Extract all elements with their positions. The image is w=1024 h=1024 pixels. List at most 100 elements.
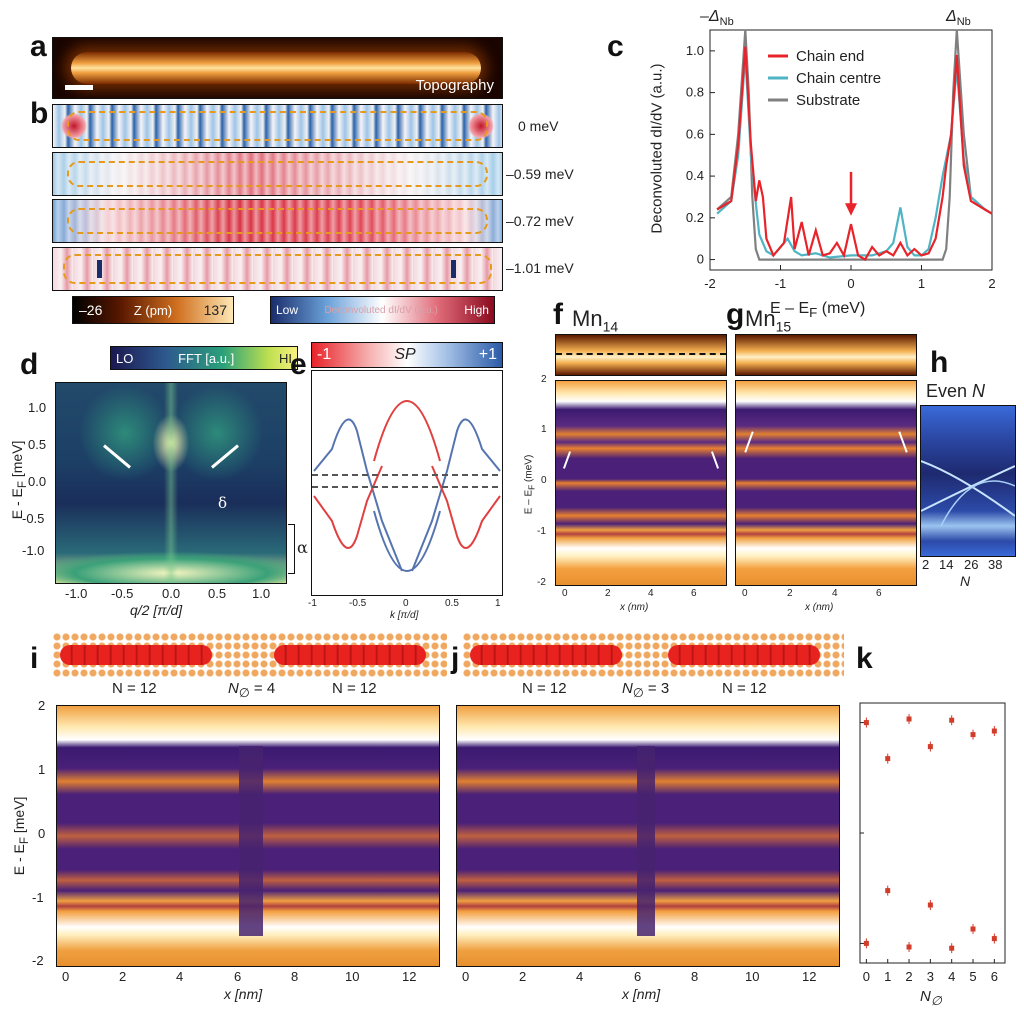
- didv-map-059mev: [52, 152, 503, 196]
- f-ytick-1: 1: [541, 424, 547, 435]
- chart-c-legend-label: Chain end: [796, 48, 864, 65]
- i-xtick-0: 0: [62, 969, 70, 984]
- chart-k-frame: [859, 702, 1006, 964]
- f-topography: [555, 334, 727, 376]
- h-xlabel: N: [960, 573, 971, 589]
- panel-label-j: j: [451, 642, 460, 675]
- h-mode-2: [921, 465, 1015, 512]
- chart-c-legend-label: Substrate: [796, 92, 860, 109]
- f-title-sub: 14: [602, 318, 619, 335]
- panel-label-g: g: [726, 298, 745, 331]
- i-ylabel: E - EF [meV]: [11, 781, 31, 891]
- d-ylabel-unit: [meV]: [9, 440, 26, 482]
- j-atom-chain: [462, 632, 844, 678]
- j-xtick-6: 12: [802, 969, 817, 984]
- band-red-center: [373, 400, 441, 462]
- i-n-right: N = 12: [332, 680, 377, 697]
- band-blue-center: [373, 510, 441, 572]
- d-xtick-2: 0.0: [162, 586, 181, 601]
- gap-minus-label: –ΔNb: [700, 8, 734, 28]
- fft-label: FFT [a.u.]: [178, 350, 235, 366]
- chart-k-xtick-label: 0: [863, 969, 870, 984]
- gap-plus-label: ΔNb: [946, 8, 971, 28]
- j-xtick-5: 10: [745, 969, 760, 984]
- f-title: Mn14: [572, 306, 618, 334]
- band-blue-left: [313, 418, 403, 572]
- h-title-text: Even: [926, 381, 973, 401]
- chart-k-xtick-label: 4: [948, 969, 955, 984]
- j-n-mid-sub: ∅: [632, 686, 644, 700]
- c-xlabel-text: E – E: [770, 300, 810, 317]
- d-ytick-3: -0.5: [22, 511, 45, 526]
- chart-k-point: [970, 732, 976, 738]
- j-n-mid-text: N: [622, 680, 633, 697]
- i-xtick-6: 12: [402, 969, 417, 984]
- i-ytick-2: 0: [38, 826, 46, 841]
- d-xtick-3: 0.5: [208, 586, 227, 601]
- i-xtick-4: 8: [291, 969, 299, 984]
- panel-label-i: i: [30, 642, 39, 675]
- f-ytick-2: 0: [541, 475, 547, 486]
- z-colorbar: –26 Z (pm) 137: [72, 296, 234, 324]
- chart-k-point: [863, 940, 869, 946]
- i-ylabel-sub: F: [17, 837, 31, 845]
- panel-label-e: e: [290, 348, 307, 381]
- g-topography: [735, 334, 917, 376]
- c-xlabel-sub: F: [809, 305, 818, 321]
- didv-map-101mev: [52, 247, 503, 291]
- energy-label-072: –0.72 meV: [506, 213, 574, 229]
- f-xtick-0: 0: [562, 588, 568, 599]
- j-xtick-4: 8: [691, 969, 699, 984]
- e-xtick-2: 0: [403, 598, 409, 609]
- chart-k-point: [863, 720, 869, 726]
- sp-label: SP: [394, 346, 416, 363]
- e-xtick-4: 1: [495, 598, 501, 609]
- g-xtick-0: 0: [742, 588, 748, 599]
- topography-caption: Topography: [415, 77, 494, 94]
- didv-low: Low: [276, 303, 299, 317]
- chart-k-xtick-label: 6: [991, 969, 998, 984]
- j-n-mid-val: = 3: [643, 680, 670, 697]
- alpha-label: α: [297, 538, 308, 557]
- i-ylabel-text: E - E: [11, 844, 28, 876]
- g-xtick-1: 2: [787, 588, 793, 599]
- z-label: Z (pm): [133, 302, 173, 318]
- gap-minus-sub: Nb: [719, 16, 734, 29]
- even-n-map: [920, 405, 1016, 557]
- chart-c-series-line: [716, 46, 993, 262]
- gap-plus-text: Δ: [946, 8, 957, 25]
- g-title-text: Mn: [745, 306, 776, 331]
- e-xtick-1: -0.5: [349, 598, 367, 609]
- i-ylabel-unit: [meV]: [11, 796, 28, 838]
- chart-c-xtick-label: 0: [847, 276, 854, 291]
- panel-label-k: k: [856, 642, 873, 675]
- scale-bar: [65, 85, 93, 90]
- didv-map-072mev: [52, 199, 503, 243]
- chart-k-point: [927, 902, 933, 908]
- h-xtick-1: 14: [939, 557, 954, 572]
- i-xlabel: x [nm]: [224, 986, 263, 1002]
- j-n-mid: N∅ = 3: [622, 680, 669, 700]
- g-title: Mn15: [745, 306, 791, 334]
- k-xlabel-sub: ∅: [930, 994, 942, 1008]
- d-ytick-4: -1.0: [22, 543, 45, 558]
- i-ytick-4: -2: [32, 953, 44, 968]
- chart-k-point: [906, 944, 912, 950]
- didv-map-0mev: [52, 104, 503, 148]
- fft-map: [55, 382, 287, 584]
- i-n-mid-sub: ∅: [238, 686, 250, 700]
- g-xtick-2: 4: [832, 588, 838, 599]
- d-ytick-1: 0.5: [28, 437, 47, 452]
- chart-c-arrow-head: [845, 203, 857, 216]
- d-xtick-1: -0.5: [111, 586, 134, 601]
- chart-c-ytick-label: 0: [697, 252, 704, 267]
- chart-c-xtick-label: 2: [988, 276, 995, 291]
- chart-c-xtick-label: -1: [775, 276, 787, 291]
- sp-minus: -1: [317, 346, 332, 363]
- z-min: –26: [79, 302, 103, 318]
- f-xlabel: x (nm): [620, 602, 649, 613]
- i-ytick-3: -1: [32, 890, 44, 905]
- g-xtick-3: 6: [876, 588, 882, 599]
- f-didv-map: [555, 380, 727, 586]
- delta-label: δ: [218, 494, 228, 512]
